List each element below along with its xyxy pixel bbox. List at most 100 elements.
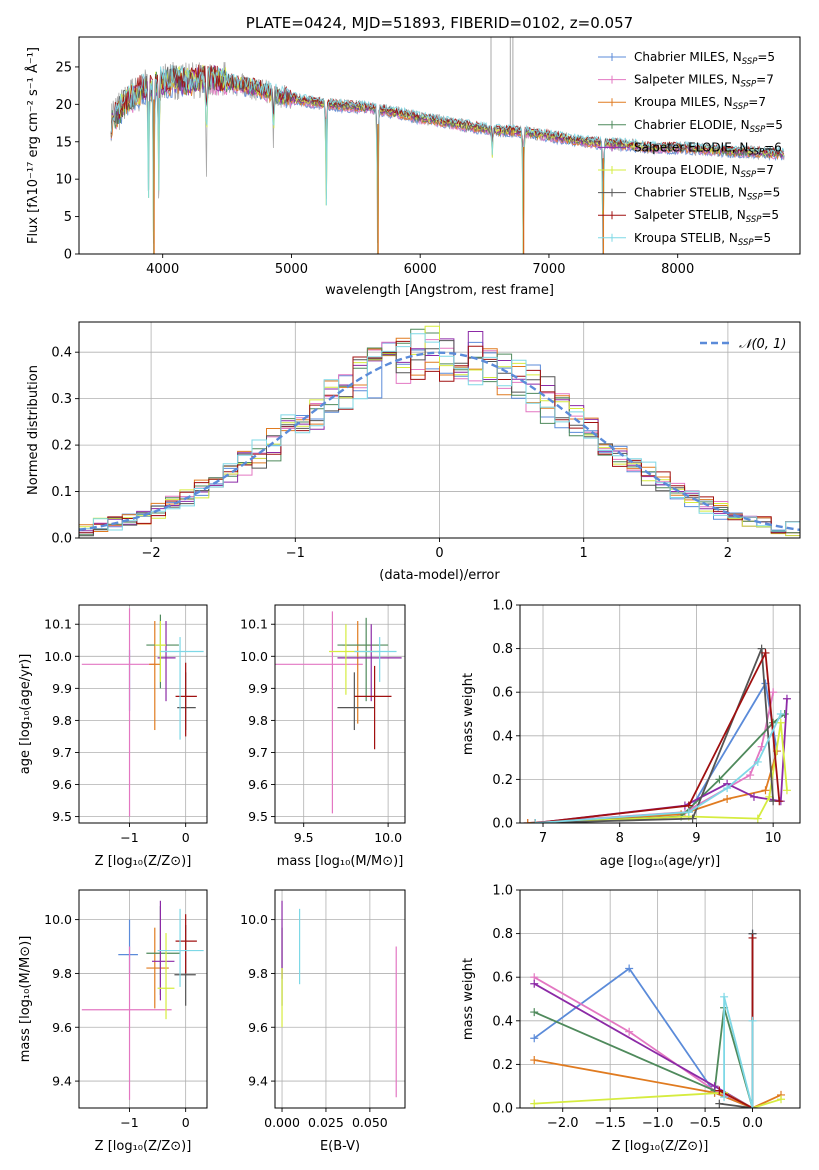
series-group bbox=[523, 679, 781, 823]
series-marker bbox=[710, 1082, 719, 1091]
error-bar-point bbox=[81, 946, 172, 1100]
error-bar-point bbox=[118, 919, 138, 974]
x-tick-label: 7 bbox=[539, 831, 547, 846]
y-tick-label: 9.7 bbox=[248, 745, 268, 760]
series-line bbox=[723, 996, 754, 1108]
legend-label: 𝒩(0, 1) bbox=[739, 337, 786, 352]
x-tick-label: −2.0 bbox=[547, 1116, 579, 1131]
legend-item: Kroupa MILES, NSSP=7 bbox=[598, 95, 766, 112]
series-marker bbox=[777, 1095, 786, 1104]
y-tick-label: 9.6 bbox=[52, 777, 72, 792]
series-marker bbox=[530, 1034, 539, 1043]
x-tick-label: 1 bbox=[580, 546, 588, 561]
x-tick-label: 7000 bbox=[532, 262, 565, 277]
legend-item: Salpeter MILES, NSSP=7 bbox=[598, 73, 774, 90]
series-marker bbox=[688, 814, 697, 823]
x-axis-label: Z [log₁₀(Z/Z⊙)] bbox=[612, 1139, 709, 1154]
series-marker bbox=[530, 1056, 539, 1065]
y-tick-label: 0.6 bbox=[492, 686, 513, 701]
y-tick-label: 9.6 bbox=[52, 1020, 72, 1035]
legend-label: Chabrier STELIB, NSSP=5 bbox=[634, 186, 780, 203]
mass-vs-ebv-overlay: 0.000 0.025 0.050 9.4 9.6 9.8 10.0 E(B-V) bbox=[240, 889, 406, 1154]
x-axis-label: E(B-V) bbox=[320, 1139, 360, 1154]
series-marker bbox=[761, 648, 770, 657]
y-tick-label: 10.1 bbox=[240, 617, 268, 632]
error-bar-point bbox=[157, 908, 204, 987]
y-tick-label: 0.1 bbox=[51, 485, 72, 500]
series-marker bbox=[530, 979, 539, 988]
error-bar-point bbox=[81, 608, 155, 817]
series-marker bbox=[723, 784, 732, 793]
x-axis-label: Z [log₁₀(Z/Z⊙)] bbox=[95, 854, 192, 869]
x-tick-label: 10.0 bbox=[374, 830, 402, 845]
legend-label: Salpeter STELIB, NSSP=5 bbox=[634, 208, 779, 225]
error-bar-point bbox=[175, 662, 197, 737]
residual-histogram-panel: −2 −1 0 1 2 0.0 0.1 0.2 0.3 0.4 (data-model)/error… bbox=[26, 321, 801, 583]
series-group bbox=[531, 648, 784, 823]
series-marker bbox=[775, 797, 784, 806]
x-tick-label: 8 bbox=[616, 831, 624, 846]
series-marker bbox=[715, 1086, 724, 1095]
series-marker bbox=[746, 771, 755, 780]
weight-vs-z-overlay: −2.0 −1.5 −1.0 −0.5 0.0 0.0 0.2 0.4 0.6 0.8 1.0 Z [… bbox=[461, 884, 801, 1154]
series-marker bbox=[782, 694, 791, 703]
series-marker bbox=[748, 933, 757, 942]
legend-item: Kroupa STELIB, NSSP=5 bbox=[598, 231, 771, 248]
y-tick-label: 0.0 bbox=[492, 1102, 513, 1117]
mass-vs-z-overlay: −1 0 9.4 9.6 9.8 10.0 Z [log₁₀(Z/Z⊙)] mass [log… bbox=[18, 889, 208, 1154]
y-tick-label: 9.9 bbox=[248, 681, 268, 696]
y-tick-label: 10 bbox=[55, 173, 72, 188]
x-tick-label: 0.050 bbox=[352, 1115, 388, 1130]
legend-label: Chabrier ELODIE, NSSP=5 bbox=[634, 118, 783, 135]
x-tick-label: 9 bbox=[692, 831, 700, 846]
axes-frame bbox=[78, 889, 208, 1109]
series-marker bbox=[723, 795, 732, 804]
y-tick-label: 10.1 bbox=[44, 617, 72, 632]
series-line bbox=[533, 1007, 754, 1108]
y-tick-label: 9.6 bbox=[248, 777, 268, 792]
y-axis-label: Normed distribution bbox=[26, 365, 41, 495]
series-marker bbox=[748, 1016, 757, 1025]
axes-frame bbox=[519, 889, 801, 1109]
x-tick-label: −1.5 bbox=[594, 1116, 626, 1131]
y-tick-label: 9.8 bbox=[248, 713, 268, 728]
error-bar-point bbox=[354, 665, 392, 750]
x-tick-label: 0.025 bbox=[308, 1115, 344, 1130]
series-group bbox=[720, 992, 757, 1108]
y-tick-label: 10.0 bbox=[44, 649, 72, 664]
legend-item: Kroupa ELODIE, NSSP=7 bbox=[598, 163, 774, 180]
y-tick-label: 9.9 bbox=[52, 681, 72, 696]
series-marker bbox=[776, 710, 785, 718]
age-vs-mass-overlay: 9.5 10.0 9.5 9.6 9.7 9.8 9.9 10.0 10.1 mass [log₁… bbox=[240, 604, 406, 869]
series-line bbox=[535, 722, 788, 823]
series-line bbox=[535, 713, 782, 823]
histogram-step-line bbox=[79, 333, 800, 532]
axes-frame bbox=[274, 889, 406, 1109]
series-marker bbox=[720, 1093, 729, 1102]
series-marker bbox=[769, 688, 778, 697]
y-axis-label: Flux [fλ10⁻¹⁷ erg cm⁻² s⁻¹ Å⁻¹] bbox=[25, 47, 41, 244]
y-tick-label: 0.2 bbox=[492, 1058, 513, 1073]
legend-item: 𝒩(0, 1) bbox=[700, 337, 786, 352]
error-bar-point bbox=[354, 637, 397, 682]
spectrum-model-line bbox=[110, 65, 785, 251]
x-tick-label: 0 bbox=[182, 1115, 190, 1130]
y-axis-label: mass weight bbox=[461, 673, 476, 755]
weight-vs-age-plot-area bbox=[523, 644, 791, 823]
error-bar-point bbox=[275, 611, 363, 814]
legend-item: Salpeter STELIB, NSSP=5 bbox=[598, 208, 779, 225]
y-tick-label: 9.4 bbox=[52, 1074, 72, 1089]
x-tick-label: 6000 bbox=[404, 262, 437, 277]
spectrum-panel: 4000 5000 6000 7000 8000 0 5 10 15 20 25 wavelength… bbox=[25, 14, 801, 298]
weight-vs-z-plot-area bbox=[530, 929, 786, 1108]
x-axis-label: Z [log₁₀(Z/Z⊙)] bbox=[95, 1139, 192, 1154]
series-line bbox=[527, 750, 778, 823]
y-tick-label: 0.4 bbox=[492, 1014, 513, 1029]
x-tick-label: 5000 bbox=[275, 262, 308, 277]
series-marker bbox=[776, 718, 785, 727]
legend-item: Chabrier STELIB, NSSP=5 bbox=[598, 186, 780, 203]
y-tick-label: 10.0 bbox=[44, 912, 72, 927]
legend-label: Kroupa ELODIE, NSSP=7 bbox=[634, 163, 774, 180]
x-tick-label: −1 bbox=[120, 1115, 138, 1130]
y-tick-label: 0.4 bbox=[492, 729, 513, 744]
